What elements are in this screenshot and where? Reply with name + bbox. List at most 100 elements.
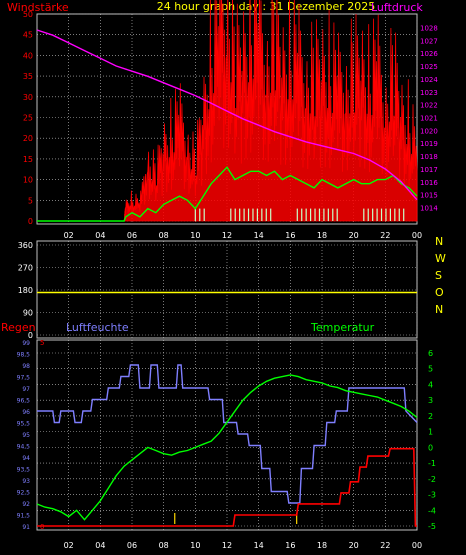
- x-tick-label: 04: [95, 231, 105, 240]
- temperature-line: [36, 374, 418, 521]
- humidity-tick-label: 98,5: [17, 352, 31, 359]
- humidity-tick-label: 93,5: [17, 467, 31, 474]
- temperature-tick-label: -2: [428, 475, 436, 484]
- humidity-tick-label: 94: [22, 455, 30, 462]
- rain-tick-label: 5: [40, 339, 44, 347]
- x-tick-label: 16: [285, 541, 295, 550]
- compass-label: N: [435, 235, 443, 248]
- x-tick-label: 00: [412, 231, 422, 240]
- rain-axis-title: Regen: [1, 321, 36, 334]
- pressure-tick-label: 1018: [420, 153, 438, 161]
- x-tick-label: 02: [64, 231, 74, 240]
- compass-label: S: [435, 269, 442, 282]
- pressure-tick-label: 1027: [420, 37, 438, 45]
- humidity-tick-label: 97,5: [17, 375, 31, 382]
- wind-tick-label: 30: [23, 93, 33, 102]
- temperature-tick-label: 6: [428, 349, 433, 358]
- temperature-tick-label: 0: [428, 443, 433, 452]
- humidity-tick-label: 93: [22, 478, 30, 485]
- x-tick-label: 14: [254, 231, 264, 240]
- rain-line: [37, 447, 417, 527]
- x-tick-label: 12: [222, 231, 232, 240]
- temperature-tick-label: -4: [428, 506, 436, 515]
- wind-tick-label: 45: [23, 31, 33, 40]
- pressure-tick-label: 1025: [420, 63, 438, 71]
- x-tick-label: 20: [349, 231, 359, 240]
- humidity-line: [37, 364, 418, 504]
- humidity-tick-label: 99: [22, 340, 30, 347]
- wind-tick-label: 50: [23, 10, 33, 19]
- x-tick-label: 16: [285, 231, 295, 240]
- pressure-tick-label: 1017: [420, 166, 438, 174]
- direction-tick-label: 360: [18, 241, 33, 250]
- humidity-tick-label: 94,5: [17, 444, 31, 451]
- temperature-tick-label: -5: [428, 522, 436, 531]
- direction-tick-label: 270: [18, 264, 33, 273]
- x-tick-label: 08: [159, 541, 169, 550]
- direction-tick-label: 90: [23, 309, 33, 318]
- pressure-tick-label: 1024: [420, 76, 438, 84]
- humidity-axis-title: Luftfeuchte: [66, 321, 129, 334]
- humidity-tick-label: 96: [22, 409, 30, 416]
- humidity-tick-label: 92: [22, 501, 30, 508]
- direction-tick-label: 180: [18, 286, 33, 295]
- x-tick-label: 04: [95, 541, 105, 550]
- x-tick-label: 18: [317, 231, 327, 240]
- x-tick-label: 06: [127, 231, 137, 240]
- humidity-tick-label: 91: [22, 524, 30, 531]
- wind-tick-label: 40: [23, 51, 33, 60]
- rain-tick-label: 0: [40, 523, 44, 531]
- pressure-tick-label: 1020: [420, 127, 438, 135]
- x-tick-label: 14: [254, 541, 264, 550]
- pressure-tick-label: 1016: [420, 179, 438, 187]
- humidity-tick-label: 91,5: [17, 513, 31, 520]
- compass-label: W: [435, 252, 446, 265]
- pressure-tick-label: 1021: [420, 115, 438, 123]
- humidity-tick-label: 96,5: [17, 398, 31, 405]
- x-tick-label: 10: [190, 231, 200, 240]
- wind-tick-label: 35: [23, 72, 33, 81]
- wind-tick-label: 5: [28, 196, 33, 205]
- temperature-axis-title: Temperatur: [310, 321, 375, 334]
- temperature-tick-label: 4: [428, 380, 433, 389]
- pressure-axis-title: Luftdruck: [371, 1, 423, 14]
- temperature-tick-label: 5: [428, 365, 433, 374]
- x-tick-label: 20: [349, 541, 359, 550]
- temperature-tick-label: 3: [428, 396, 433, 405]
- pressure-tick-label: 1023: [420, 89, 438, 97]
- wind-tick-label: 10: [23, 176, 33, 185]
- humidity-tick-label: 95: [22, 432, 30, 439]
- x-tick-label: 12: [222, 541, 232, 550]
- wind-tick-label: 15: [23, 155, 33, 164]
- x-tick-label: 22: [380, 231, 390, 240]
- temperature-tick-label: -3: [428, 491, 436, 500]
- pressure-tick-label: 1015: [420, 192, 438, 200]
- pressure-tick-label: 1019: [420, 140, 438, 148]
- temperature-tick-label: 1: [428, 428, 433, 437]
- humidity-tick-label: 97: [22, 386, 30, 393]
- pressure-tick-label: 1028: [420, 24, 438, 32]
- compass-label: O: [435, 286, 444, 299]
- pressure-tick-label: 1026: [420, 50, 438, 58]
- wind-tick-label: 0: [28, 217, 33, 226]
- x-tick-label: 22: [380, 541, 390, 550]
- wind-tick-label: 20: [23, 134, 33, 143]
- wind-average-line: [37, 166, 418, 222]
- chart-title: 24 hour graph day : 31 Dezember 2025: [157, 0, 376, 13]
- pressure-line: [36, 29, 418, 201]
- wind-tick-label: 25: [23, 114, 33, 123]
- compass-label: N: [435, 303, 443, 316]
- wind-axis-title: Windstärke: [7, 1, 69, 14]
- x-tick-label: 02: [64, 541, 74, 550]
- temperature-tick-label: -1: [428, 459, 436, 468]
- x-tick-label: 18: [317, 541, 327, 550]
- temperature-tick-label: 2: [428, 412, 433, 421]
- humidity-tick-label: 98: [22, 363, 30, 370]
- x-tick-label: 08: [159, 231, 169, 240]
- pressure-tick-label: 1022: [420, 102, 438, 110]
- x-tick-label: 06: [127, 541, 137, 550]
- humidity-tick-label: 92,5: [17, 490, 31, 497]
- x-tick-label: 10: [190, 541, 200, 550]
- pressure-tick-label: 1014: [420, 205, 438, 213]
